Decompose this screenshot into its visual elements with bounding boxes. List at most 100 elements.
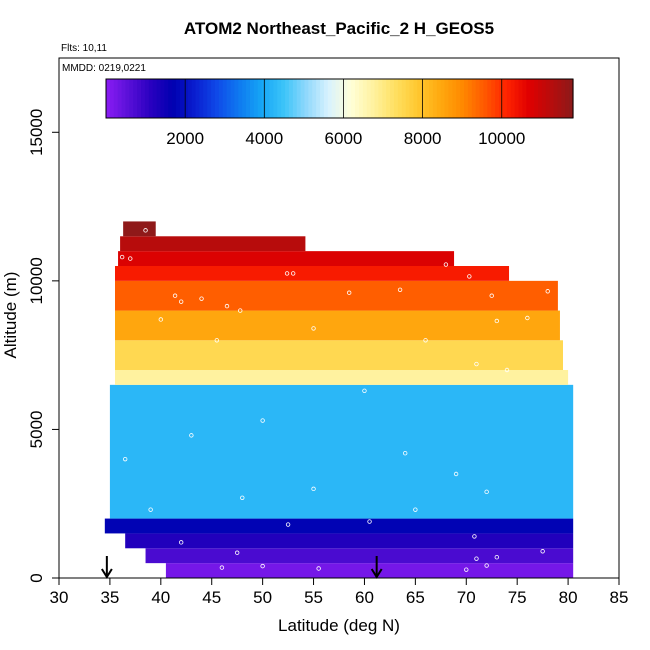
colorbar-segment (421, 79, 426, 118)
heatmap-band (115, 266, 510, 281)
sample-point (474, 556, 479, 561)
sample-point (443, 262, 449, 267)
colorbar-segment (211, 79, 216, 118)
colorbar-segment (401, 79, 407, 118)
colorbar-segment (238, 79, 243, 118)
latitude-arrow (370, 556, 383, 579)
colorbar-segment (545, 79, 551, 118)
dates-label: MMDD: 0219,0221 (62, 63, 146, 74)
colorbar-segment (234, 79, 239, 118)
colorbar-tick-label: 8000 (404, 129, 442, 148)
sample-point (119, 254, 125, 260)
colorbar-segment (300, 79, 306, 118)
x-tick-label: 85 (610, 588, 629, 607)
sample-point (346, 290, 352, 295)
colorbar-segment (460, 79, 465, 118)
sample-point (316, 566, 321, 571)
sample-point (260, 563, 265, 569)
colorbar-segment (137, 79, 142, 118)
heatmap-band (120, 236, 306, 252)
sample-point (178, 540, 184, 545)
colorbar-segment (106, 79, 111, 118)
sample-point (467, 274, 472, 279)
colorbar-segment (374, 79, 380, 118)
colorbar-segment (483, 79, 488, 118)
sample-point (284, 271, 290, 276)
x-tick-label: 65 (406, 588, 425, 607)
x-tick-label: 30 (50, 588, 69, 607)
y-tick-label: 5000 (27, 411, 46, 449)
heatmap-band (104, 518, 574, 534)
colorbar-segment (390, 79, 395, 118)
sample-point (540, 549, 545, 554)
colorbar-segment (432, 79, 438, 118)
colorbar-segment (121, 79, 127, 118)
x-tick-label: 40 (151, 588, 170, 607)
colorbar-segment (253, 79, 259, 118)
heatmap-band (115, 310, 560, 341)
colorbar-segment (526, 79, 531, 118)
colorbar-segment (366, 79, 372, 118)
colorbar-segment (249, 79, 255, 118)
colorbar-segment (440, 79, 446, 118)
y-tick-label: 0 (27, 573, 46, 582)
colorbar-segment (405, 79, 411, 118)
x-tick-label: 60 (355, 588, 374, 607)
heatmap-band (165, 563, 574, 578)
colorbar-segment (187, 79, 193, 118)
sample-point (199, 296, 204, 301)
sample-point (464, 567, 469, 572)
colorbar-segment (549, 79, 555, 118)
colorbar-segment (351, 79, 356, 118)
colorbar-segment (168, 79, 173, 118)
x-axis-label: Latitude (deg N) (278, 616, 400, 635)
x-tick-label: 55 (304, 588, 323, 607)
colorbar-segment (553, 79, 559, 118)
y-axis: 0 5000 10000 15000 (27, 109, 60, 583)
colorbar-segment (129, 79, 134, 118)
colorbar-segment (514, 79, 520, 118)
sample-point (189, 433, 194, 438)
colorbar-segment (164, 79, 169, 118)
heatmap-band (125, 533, 574, 549)
sample-point (172, 293, 178, 298)
colorbar-segment (370, 79, 376, 118)
colorbar-segment (242, 79, 247, 118)
colorbar-segment (304, 79, 309, 118)
sample-point (362, 388, 367, 393)
colorbar-segment (467, 79, 473, 118)
colorbar-segment (265, 79, 271, 118)
colorbar-tick-label: 6000 (325, 129, 363, 148)
colorbar-segment (152, 79, 158, 118)
colorbar-segment (331, 79, 337, 118)
colorbar-segment (339, 79, 344, 118)
x-tick-label: 45 (202, 588, 221, 607)
colorbar-segment (452, 79, 457, 118)
colorbar-segment (343, 79, 348, 118)
sample-point (545, 289, 550, 294)
heatmap-band (115, 370, 569, 385)
colorbar-segment (308, 79, 313, 118)
colorbar-segment (495, 79, 500, 118)
colorbar-segment (382, 79, 387, 118)
colorbar-segment (320, 79, 325, 118)
colorbar-segment (214, 79, 220, 118)
colorbar-segment (222, 79, 228, 118)
colorbar-segment (413, 79, 418, 118)
colorbar-segment (148, 79, 154, 118)
colorbar-segment (113, 79, 119, 118)
colorbar-segment (561, 79, 566, 118)
latitude-arrows (101, 556, 383, 579)
colorbar-segment (199, 79, 204, 118)
colorbar-segment (444, 79, 450, 118)
colorbar-segment (176, 79, 181, 118)
heatmap-band (115, 340, 563, 370)
colorbar-segment (518, 79, 524, 118)
colorbar-segment (569, 79, 574, 118)
colorbar-segment (522, 79, 527, 118)
colorbar-segment (109, 79, 115, 118)
colorbar-tick-label: 2000 (166, 129, 204, 148)
colorbar-segment (269, 79, 274, 118)
colorbar-segment (312, 79, 317, 118)
